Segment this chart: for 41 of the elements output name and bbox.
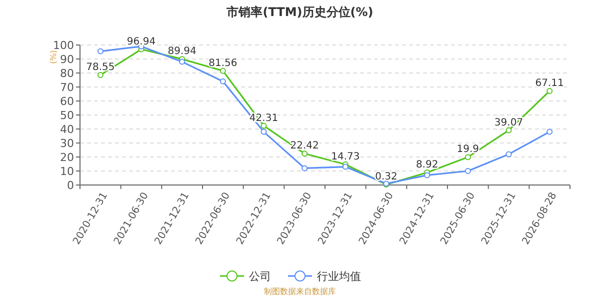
point — [179, 58, 186, 65]
y-tick-label: 60 — [60, 94, 74, 108]
y-tick-label: 100 — [53, 38, 74, 52]
data-label: 96.94 — [126, 36, 156, 48]
legend-label: 公司 — [249, 270, 271, 283]
y-tick-label: 40 — [60, 122, 74, 136]
point — [546, 128, 553, 135]
point — [464, 154, 471, 160]
y-tick-label: 90 — [60, 52, 74, 66]
y-tick-label: 50 — [60, 108, 74, 122]
y-axis-title: (%) — [49, 50, 58, 64]
data-label: 8.92 — [416, 160, 438, 171]
y-tick-label: 30 — [60, 136, 74, 150]
y-tick-label: 20 — [60, 150, 74, 164]
point — [302, 150, 308, 157]
point — [424, 172, 430, 178]
point — [342, 164, 348, 170]
point — [464, 168, 471, 174]
point — [97, 48, 104, 54]
y-tick-label: 10 — [60, 164, 74, 178]
y-tick-label: 80 — [60, 66, 74, 80]
point — [260, 122, 267, 129]
data-label: 19.9 — [456, 144, 480, 156]
chart-title: 市销率(TTM)历史分位(%) — [226, 5, 374, 19]
text: 制图数据来自数据库 — [264, 287, 336, 296]
point — [506, 127, 512, 134]
point — [546, 88, 553, 94]
data-label: 0.32 — [375, 172, 398, 183]
point — [302, 165, 308, 172]
y-tick-label: 0 — [67, 178, 74, 192]
point — [506, 151, 512, 158]
y-tick-label: 70 — [60, 80, 74, 94]
data-label: 67.11 — [535, 78, 564, 90]
data-label: 89.94 — [168, 46, 196, 58]
data-label: 14.73 — [331, 151, 360, 162]
data-label: 81.56 — [208, 58, 238, 69]
point — [220, 78, 226, 84]
point — [220, 68, 226, 74]
point — [260, 128, 267, 135]
point — [97, 72, 104, 78]
legend-label: 行业均值 — [317, 270, 361, 283]
